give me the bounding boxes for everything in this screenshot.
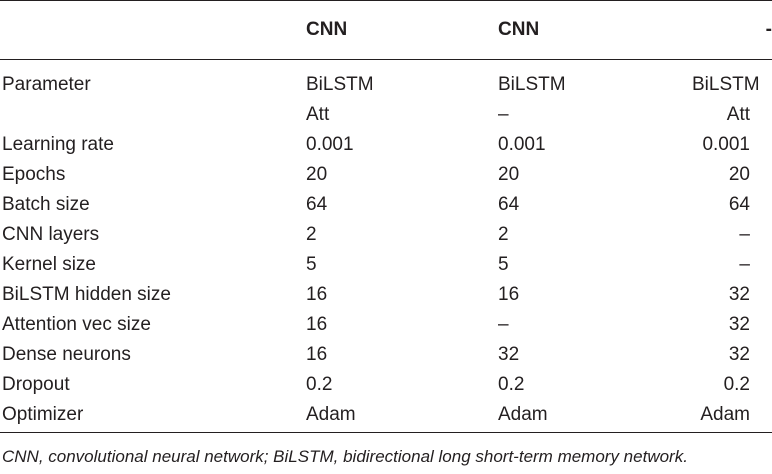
- cell-model-3: 32: [728, 284, 750, 305]
- header-cell-0: [0, 0, 306, 60]
- cell-model-2: 32: [498, 344, 520, 365]
- cell-model-1: 64: [306, 194, 328, 215]
- cell-model-1: 5: [306, 254, 317, 275]
- cell-model-2: –: [498, 314, 509, 335]
- cell-model-2: –: [498, 104, 509, 125]
- table-row: Batch size 64 64 64: [0, 190, 772, 220]
- row-label: Epochs: [2, 164, 66, 185]
- cell-model-3: Adam: [692, 400, 772, 433]
- cell-model-1: 0.001: [306, 134, 354, 155]
- table-row: CNN layers 2 2 –: [0, 220, 772, 250]
- cell-model-3: –: [739, 254, 750, 275]
- cell-model-2: BiLSTM: [498, 74, 566, 95]
- header-cell-2: CNN: [498, 0, 692, 60]
- cell-model-2: 64: [498, 194, 520, 215]
- cell-model-2: 0.2: [498, 374, 525, 395]
- cell-model-3: 64: [728, 194, 750, 215]
- cell-model-3: 32: [728, 344, 750, 365]
- table-row: Att – Att: [0, 100, 772, 130]
- cell-model-3: BiLSTM: [692, 74, 760, 95]
- table-row: Dropout 0.2 0.2 0.2: [0, 370, 772, 400]
- row-label: Dropout: [2, 374, 70, 395]
- cell-model-3: 32: [728, 314, 750, 335]
- row-label: Optimizer: [0, 400, 306, 433]
- table-row: Parameter BiLSTM BiLSTM BiLSTM: [0, 60, 772, 101]
- cell-model-1: BiLSTM: [306, 74, 374, 95]
- cell-model-1: 20: [306, 164, 328, 185]
- table-footnote: CNN, convolutional neural network; BiLST…: [2, 447, 688, 466]
- table-row: Dense neurons 16 32 32: [0, 340, 772, 370]
- row-label: Learning rate: [2, 134, 114, 155]
- table-row: Kernel size 5 5 –: [0, 250, 772, 280]
- row-label: Batch size: [2, 194, 90, 215]
- cell-model-3: 0.2: [723, 374, 750, 395]
- cell-model-2: Adam: [498, 400, 692, 433]
- cell-model-1: 2: [306, 224, 317, 245]
- cell-model-3: Att: [726, 104, 750, 125]
- row-label: [0, 100, 306, 130]
- cell-model-1: 16: [306, 314, 328, 335]
- cell-model-1: 0.2: [306, 374, 333, 395]
- row-label: Parameter: [2, 74, 91, 95]
- table-row: Epochs 20 20 20: [0, 160, 772, 190]
- row-label: Dense neurons: [2, 344, 131, 365]
- row-label: Attention vec size: [2, 314, 151, 335]
- header-cell-1: CNN: [306, 0, 498, 60]
- cell-model-1: Att: [306, 104, 330, 125]
- cell-model-3: –: [739, 224, 750, 245]
- cell-model-1: 16: [306, 284, 328, 305]
- table-row: Optimizer Adam Adam Adam: [0, 400, 772, 433]
- cell-model-2: 16: [498, 284, 520, 305]
- cell-model-2: 2: [498, 224, 509, 245]
- row-label: CNN layers: [2, 224, 100, 245]
- table-row: Learning rate 0.001 0.001 0.001: [0, 130, 772, 160]
- cell-model-3: 20: [728, 164, 750, 185]
- parameters-table: CNN CNN - Parameter BiLSTM BiLSTM BiLSTM…: [0, 0, 772, 433]
- table-header-row: CNN CNN -: [0, 0, 772, 60]
- header-cell-3: -: [692, 0, 772, 60]
- row-label: BiLSTM hidden size: [2, 284, 171, 305]
- row-label: Kernel size: [2, 254, 96, 275]
- cell-model-2: 5: [498, 254, 509, 275]
- cell-model-2: 20: [498, 164, 520, 185]
- cell-model-1: 16: [306, 344, 328, 365]
- cell-model-1: Adam: [306, 400, 498, 433]
- table-row: Attention vec size 16 – 32: [0, 310, 772, 340]
- table-row: BiLSTM hidden size 16 16 32: [0, 280, 772, 310]
- cell-model-3: 0.001: [702, 134, 750, 155]
- parameters-table-container: CNN CNN - Parameter BiLSTM BiLSTM BiLSTM…: [0, 0, 772, 433]
- cell-model-2: 0.001: [498, 134, 546, 155]
